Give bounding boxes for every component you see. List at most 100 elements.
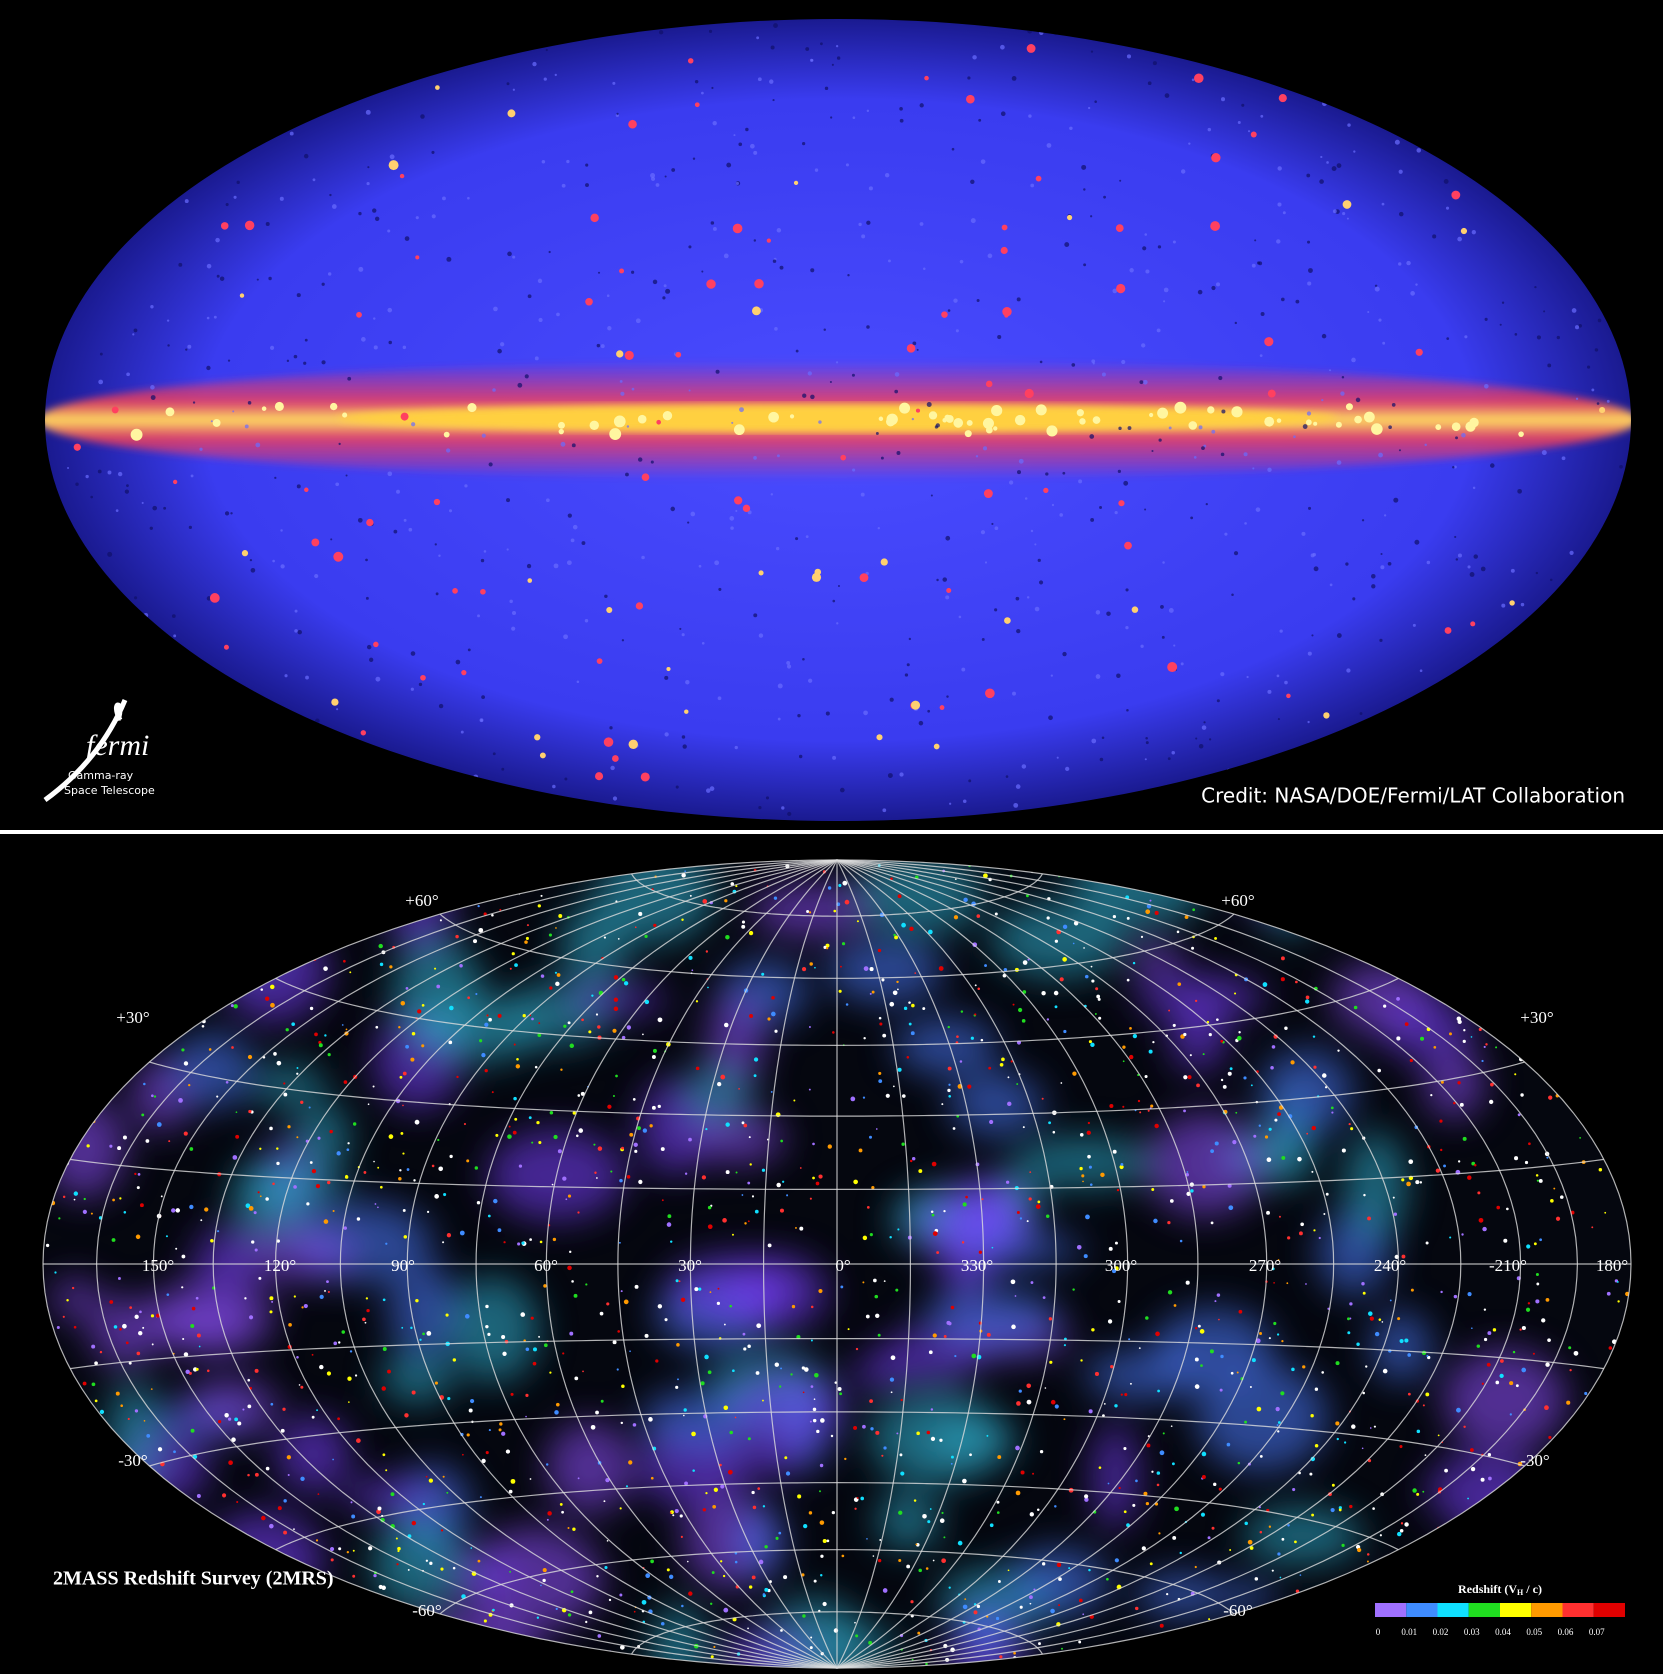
galaxy: [1116, 1188, 1120, 1192]
noise: [206, 263, 212, 269]
noise: [1279, 629, 1283, 633]
galaxy: [948, 1586, 951, 1589]
galaxy: [1591, 1226, 1594, 1229]
galaxy: [530, 1316, 534, 1320]
galaxy: [1123, 1446, 1127, 1451]
galaxy: [573, 1293, 578, 1298]
galaxy: [984, 964, 988, 968]
galaxy: [632, 1423, 637, 1427]
structure: [1371, 1311, 1431, 1382]
galaxy: [1286, 1282, 1289, 1285]
galaxy: [1496, 1205, 1501, 1210]
galaxy: [688, 955, 693, 960]
galaxy: [1492, 1328, 1497, 1332]
galaxy: [1349, 1302, 1353, 1306]
galaxy: [273, 1052, 277, 1056]
galaxy: [1259, 1454, 1263, 1458]
galaxy: [481, 1458, 486, 1464]
galaxy: [716, 1301, 721, 1306]
galaxy: [1238, 1031, 1241, 1034]
galaxy: [487, 1214, 491, 1218]
galaxy: [481, 1052, 486, 1058]
galaxy: [947, 1066, 952, 1071]
noise: [124, 489, 130, 494]
noise: [770, 493, 774, 496]
galaxy: [1277, 1552, 1281, 1556]
galaxy: [1013, 1651, 1016, 1655]
noise: [1307, 651, 1312, 656]
galaxy: [974, 1013, 977, 1016]
galaxy: [1184, 915, 1189, 920]
noise: [1359, 712, 1363, 715]
source: [1435, 424, 1442, 431]
galaxy: [638, 1179, 643, 1185]
noise: [949, 802, 952, 805]
noise: [809, 58, 814, 62]
galaxy: [790, 1373, 793, 1376]
galaxy: [373, 1160, 375, 1163]
galaxy: [526, 924, 529, 927]
galaxy: [1154, 910, 1159, 915]
galaxy: [1045, 1214, 1050, 1218]
galaxy: [842, 880, 848, 886]
noise: [715, 369, 720, 374]
galaxy: [534, 1065, 538, 1069]
galaxy: [118, 1277, 121, 1280]
galaxy: [698, 1287, 702, 1291]
galaxy: [590, 1424, 596, 1430]
galaxy: [1604, 1211, 1607, 1214]
noise: [625, 472, 629, 477]
galaxy: [390, 1492, 395, 1497]
noise: [1099, 757, 1104, 762]
noise: [810, 394, 815, 400]
galaxy: [1338, 1508, 1342, 1512]
noise: [509, 599, 513, 604]
source: [933, 743, 940, 750]
galaxy: [91, 1382, 96, 1387]
galaxy: [930, 1408, 934, 1411]
noise: [747, 510, 752, 515]
galaxy: [1324, 1086, 1328, 1089]
noise: [1024, 497, 1028, 500]
galaxy: [641, 1599, 647, 1605]
source: [1207, 406, 1215, 414]
galaxy: [869, 967, 874, 972]
galaxy: [1041, 1562, 1046, 1566]
galaxy: [1481, 1059, 1484, 1063]
galaxy: [1100, 1172, 1105, 1178]
galaxy: [618, 1241, 621, 1244]
galaxy: [1275, 1406, 1280, 1412]
noise: [236, 180, 240, 184]
noise: [560, 441, 566, 447]
noise: [1302, 424, 1308, 429]
galaxy: [1086, 1130, 1091, 1135]
galaxy: [485, 1324, 489, 1329]
galaxy: [879, 1539, 882, 1542]
noise: [512, 255, 516, 259]
source: [656, 419, 661, 425]
galaxy: [258, 1276, 262, 1280]
galaxy: [1276, 1424, 1279, 1426]
galaxy: [405, 1044, 410, 1049]
galaxy: [1410, 1288, 1414, 1292]
galaxy: [1471, 1161, 1476, 1166]
galaxy: [997, 1455, 1002, 1459]
noise: [107, 551, 113, 557]
galaxy: [136, 1186, 140, 1190]
noise: [1145, 737, 1148, 740]
galaxy: [1054, 939, 1059, 943]
galaxy: [1208, 1033, 1212, 1037]
noise: [802, 141, 806, 146]
galaxy: [1266, 1210, 1270, 1215]
galaxy: [666, 1568, 670, 1572]
galaxy: [994, 912, 998, 916]
noise: [919, 222, 924, 226]
galaxy: [291, 1022, 296, 1027]
galaxy: [1336, 1437, 1339, 1441]
colorbar-swatch: [1406, 1603, 1438, 1617]
source: [220, 222, 229, 230]
noise: [1038, 580, 1044, 585]
galaxy: [613, 1006, 619, 1012]
noise: [1378, 318, 1382, 322]
galaxy: [543, 1343, 548, 1348]
